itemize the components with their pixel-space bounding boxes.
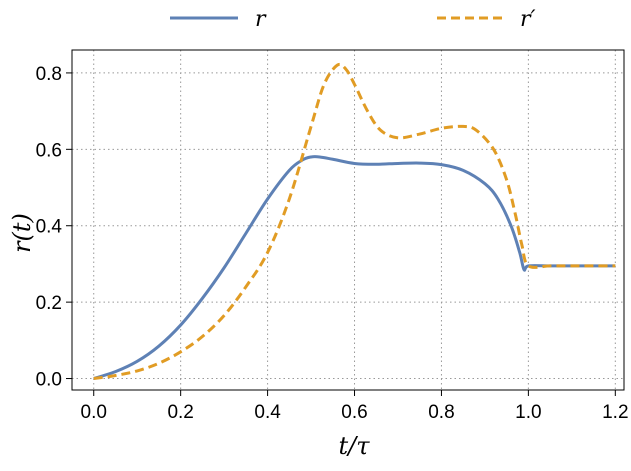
y-tick-label: 0.8 [36, 64, 62, 85]
axes [71, 49, 625, 391]
legend-label-r: r [255, 7, 267, 32]
ticks: 0.0 0.2 0.4 0.6 0.8 1.0 1.2 0.0 0.2 0.4 0.6 0.8 [36, 64, 629, 423]
y-tick-label: 0.4 [36, 217, 63, 238]
y-tick-label: 0.0 [36, 370, 62, 391]
grid [72, 50, 624, 390]
x-tick-label: 1.0 [515, 402, 541, 423]
series-line-r [93, 155, 616, 380]
x-tick-label: 0.4 [254, 402, 281, 423]
series-group [93, 62, 616, 381]
y-tick-label: 0.2 [36, 293, 62, 314]
y-tick-label: 0.6 [36, 140, 62, 161]
y-axis-label: r(t) [8, 213, 36, 253]
x-axis-label: t/τ [338, 432, 370, 460]
plot-frame [71, 49, 625, 391]
x-tick-label: 0.0 [81, 402, 107, 423]
x-tick-label: 0.8 [428, 402, 454, 423]
legend-label-r-prime: r′ [520, 7, 536, 32]
x-tick-label: 0.2 [167, 402, 193, 423]
series-line-r-prime [93, 62, 616, 381]
x-tick-label: 0.6 [341, 402, 367, 423]
x-tick-label: 1.2 [602, 402, 628, 423]
legend: r r′ [170, 7, 536, 32]
